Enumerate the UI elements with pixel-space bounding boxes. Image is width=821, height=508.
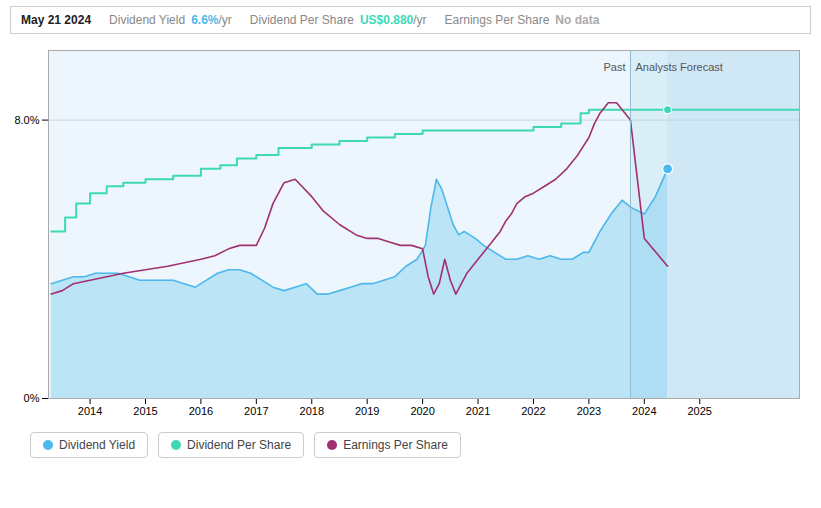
svg-text:2023: 2023 — [577, 405, 601, 417]
svg-text:2017: 2017 — [244, 405, 268, 417]
html-text:Earnings Per Share: Earnings Per Share — [343, 438, 448, 452]
svg-text:2019: 2019 — [355, 405, 379, 417]
svg-text:2022: 2022 — [521, 405, 545, 417]
html-text:6.6% /yr: 6.6% /yr — [191, 13, 232, 27]
svg-text:2020: 2020 — [410, 405, 434, 417]
html-text:May 21 2024: May 21 2024 — [21, 13, 92, 27]
html-text:Dividend Yield: Dividend Yield — [109, 13, 186, 27]
svg-text:Past: Past — [603, 61, 625, 73]
svg-text:8.0%: 8.0% — [14, 114, 39, 126]
svg-text:2014: 2014 — [78, 405, 102, 417]
html-text:Dividend Yield: Dividend Yield — [59, 438, 136, 452]
html-text:Dividend Per Share: Dividend Per Share — [249, 13, 354, 27]
html-text:Earnings Per Share: Earnings Per Share — [444, 13, 550, 27]
svg-text:2024: 2024 — [632, 405, 656, 417]
html-text:US$0.880 /yr: US$0.880 /yr — [359, 13, 427, 27]
svg-text:2015: 2015 — [133, 405, 157, 417]
html-text:Dividend Per Share: Dividend Per Share — [187, 438, 292, 452]
svg-text:2025: 2025 — [687, 405, 711, 417]
svg-text:0%: 0% — [24, 392, 40, 404]
html-text:No data: No data — [555, 13, 600, 27]
svg-text:2016: 2016 — [189, 405, 213, 417]
svg-text:2018: 2018 — [300, 405, 324, 417]
svg-text:2021: 2021 — [466, 405, 490, 417]
svg-text:Analysts Forecast: Analysts Forecast — [635, 61, 722, 73]
